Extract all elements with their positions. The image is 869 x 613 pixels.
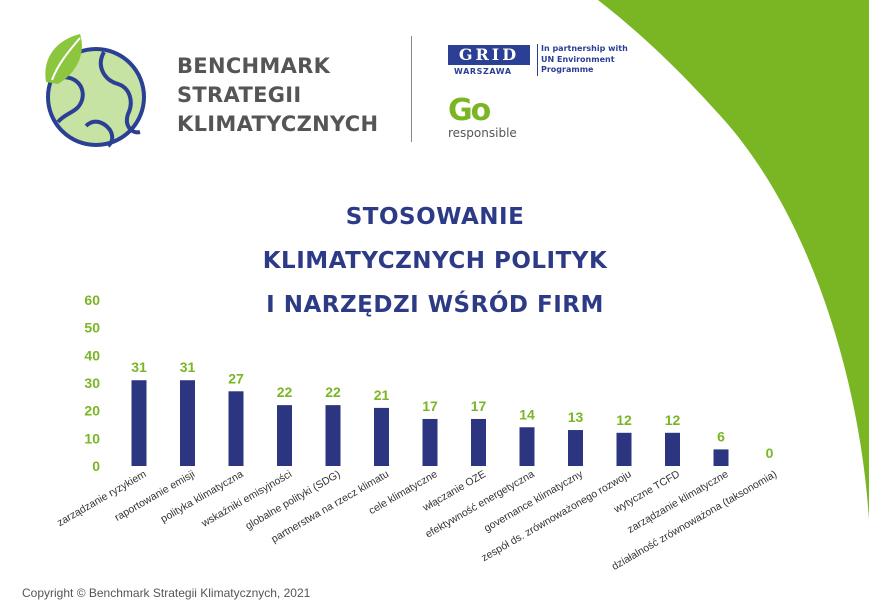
bar-value-label: 27 xyxy=(228,370,244,386)
bar-value-label: 21 xyxy=(374,387,390,403)
y-tick-label: 40 xyxy=(84,347,100,363)
bar-value-label: 12 xyxy=(665,412,681,428)
bar xyxy=(616,432,632,466)
brand-line-2: STRATEGII xyxy=(177,83,302,107)
grid-logo: GRID xyxy=(448,45,530,65)
chart-title-line-3: I NARZĘDZI WŚRÓD FIRM xyxy=(266,292,604,318)
brand-name: BENCHMARK STRATEGII KLIMATYCZNYCH xyxy=(177,52,378,139)
chart-title-line-1: STOSOWANIE xyxy=(345,204,525,230)
bar-value-label: 22 xyxy=(325,384,341,400)
bar xyxy=(422,418,438,466)
brand-line-1: BENCHMARK xyxy=(177,54,331,78)
bar-value-label: 22 xyxy=(277,384,293,400)
bar xyxy=(519,427,535,466)
y-tick-label: 0 xyxy=(92,458,100,474)
y-tick-label: 50 xyxy=(84,320,100,336)
bar-value-label: 31 xyxy=(180,359,196,375)
bar-value-label: 0 xyxy=(766,445,774,461)
bar-value-label: 6 xyxy=(717,428,725,444)
grid-city: WARSZAWA xyxy=(454,67,512,76)
bar xyxy=(131,380,147,466)
header-divider xyxy=(411,36,412,142)
bar xyxy=(374,407,389,466)
y-tick-label: 20 xyxy=(84,403,100,419)
brand-line-3: KLIMATYCZNYCH xyxy=(177,112,379,136)
y-tick-label: 30 xyxy=(84,375,100,391)
partnership-text: In partnership with UN Environment Progr… xyxy=(537,44,651,76)
partnership-line-1: In partnership with xyxy=(541,44,628,53)
bar-value-label: 17 xyxy=(471,398,487,414)
copyright-notice: Copyright © Benchmark Strategii Klimatyc… xyxy=(22,586,311,600)
y-tick-label: 60 xyxy=(84,292,100,308)
bar xyxy=(277,405,292,466)
bar-value-label: 17 xyxy=(422,398,438,414)
bar xyxy=(568,430,583,466)
chart-title-line-2: KLIMATYCZNYCH POLITYK xyxy=(262,248,608,274)
bar-value-label: 31 xyxy=(131,359,147,375)
go-responsible-logo: Go xyxy=(448,93,491,128)
bar xyxy=(325,405,341,466)
partnership-line-2: UN Environment xyxy=(541,54,615,64)
bar-value-label: 12 xyxy=(616,412,632,428)
x-tick-label: raportowanie emisji xyxy=(113,468,197,524)
bar xyxy=(180,380,195,466)
chart-title: STOSOWANIE KLIMATYCZNYCH POLITYK I NARZĘ… xyxy=(200,195,670,327)
go-responsible-subtitle: responsible xyxy=(448,126,517,140)
bar xyxy=(713,449,729,466)
bar xyxy=(228,391,244,466)
partnership-line-3: Programme xyxy=(541,65,594,74)
bar xyxy=(665,432,680,466)
bar xyxy=(471,418,486,466)
bar-value-label: 13 xyxy=(568,409,584,425)
x-tick-label: zarządzanie ryzykiem xyxy=(55,468,149,529)
y-tick-label: 10 xyxy=(84,430,100,446)
bar-value-label: 14 xyxy=(519,406,535,422)
